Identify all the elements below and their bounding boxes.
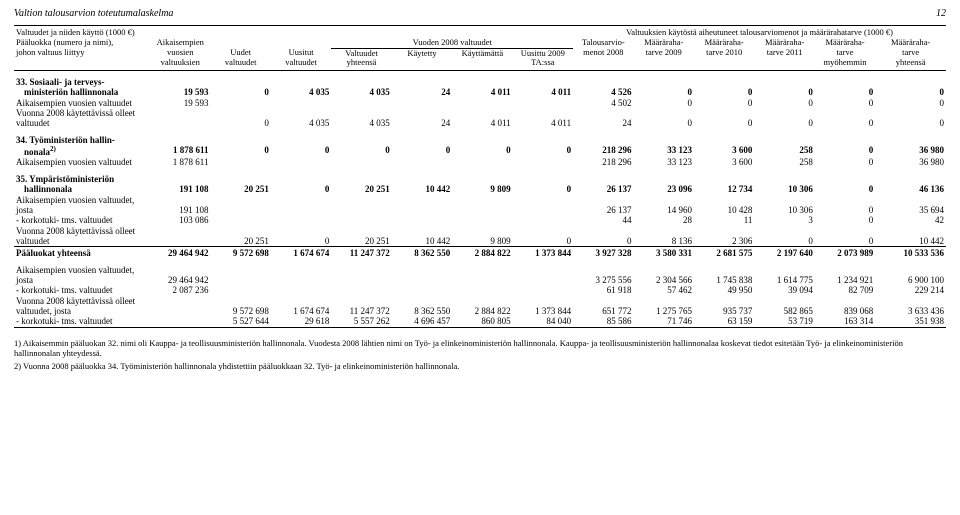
- total-label: Pääluokat yhteensä: [14, 247, 150, 259]
- s33-label2: ministeriön hallinnonala: [14, 87, 150, 97]
- s35-2008-l1: Vuonna 2008 käytettävissä olleet: [14, 226, 150, 236]
- hdr-grp2008: Vuoden 2008 valtuudet: [331, 38, 573, 48]
- table-body: 33. Sosiaali- ja terveys- ministeriön ha…: [14, 71, 946, 328]
- hdr-c4b: valtuudet: [271, 58, 331, 70]
- g1-l2: josta: [14, 275, 150, 285]
- row-s34: nonala2) 1 878 611000000218 29633 1233 6…: [14, 145, 946, 157]
- footnote-1: 1) Aikaisemmin pääluokan 32. nimi oli Ka…: [14, 338, 946, 359]
- hdr-c12b: tarve 2011: [754, 48, 814, 58]
- row-g3: valtuudet, josta 9 572 6981 674 67411 24…: [14, 306, 946, 316]
- row-s34-prev: Aikaisempien vuosien valtuudet 1 878 611…: [14, 157, 946, 167]
- footnote-2: 2) Vuonna 2008 pääluokka 34. Työminister…: [14, 361, 946, 372]
- s35-kork-label: - korkotuki- tms. valtuudet: [14, 215, 150, 225]
- table-header: Valtuudet ja niiden käyttö (1000 €) Valt…: [14, 26, 946, 71]
- s34-label1: 34. Työministeriön hallin-: [14, 135, 150, 145]
- hdr-c7: Käyttämättä: [452, 48, 512, 58]
- hdr-c6: Käytetty: [392, 48, 452, 58]
- hdr-c5b: yhteensä: [331, 58, 391, 70]
- main-table: Valtuudet ja niiden käyttö (1000 €) Valt…: [14, 25, 946, 328]
- row-s33-prev: Aikaisempien vuosien valtuudet 19 5934 5…: [14, 98, 946, 108]
- g4-label: - korkotuki- tms. valtuudet: [14, 316, 150, 327]
- row-g1: josta 29 464 9423 275 5562 304 5661 745 …: [14, 275, 946, 285]
- hdr-c2c: valtuuksien: [150, 58, 210, 70]
- hdr-c11b: tarve 2010: [694, 48, 754, 58]
- hdr-left-top: Valtuudet ja niiden käyttö (1000 €): [14, 26, 573, 38]
- row-s35-kork: - korkotuki- tms. valtuudet 103 08644281…: [14, 215, 946, 225]
- doc-title-row: Valtion talousarvion toteutumalaskelma 1…: [14, 8, 946, 19]
- s33-label1: 33. Sosiaali- ja terveys-: [14, 77, 150, 87]
- s35-prev-l1: Aikaisempien vuosien valtuudet,: [14, 195, 150, 205]
- hdr-left-sub2: johon valtuus liittyy: [14, 48, 150, 58]
- s33-2008-l2: valtuudet: [14, 118, 150, 128]
- g1-l1: Aikaisempien vuosien valtuudet,: [14, 265, 150, 275]
- hdr-c10b: tarve 2009: [634, 48, 694, 58]
- s35-label1: 35. Ympäristöministeriön: [14, 174, 150, 184]
- s33-2008-l1: Vuonna 2008 käytettävissä olleet: [14, 108, 150, 118]
- row-s35: hallinnonala 191 10820 251020 25110 4429…: [14, 184, 946, 194]
- s35-2008-l2: valtuudet: [14, 236, 150, 247]
- s34-label2: nonala2): [14, 145, 150, 157]
- hdr-c13c: myöhemmin: [815, 58, 875, 70]
- hdr-right-top: Valtuuksien käytöstä aiheutuneet talousa…: [573, 26, 946, 38]
- row-s35-2008: valtuudet 20 251020 25110 4429 809008 13…: [14, 236, 946, 247]
- s35-prev-l2: josta: [14, 205, 150, 215]
- hdr-c14c: yhteensä: [875, 58, 946, 70]
- row-g2: - korkotuki- tms. valtuudet 2 087 23661 …: [14, 285, 946, 295]
- g3-l1: Vuonna 2008 käytettävissä olleet: [14, 296, 150, 306]
- row-s33: ministeriön hallinnonala 19 59304 0354 0…: [14, 87, 946, 97]
- s35-label2: hallinnonala: [14, 184, 150, 194]
- row-total: Pääluokat yhteensä 29 464 9429 572 6981 …: [14, 247, 946, 259]
- hdr-c3b: valtuudet: [210, 58, 270, 70]
- row-g4: - korkotuki- tms. valtuudet 5 527 64429 …: [14, 316, 946, 327]
- g2-label: - korkotuki- tms. valtuudet: [14, 285, 150, 295]
- row-s33-2008: valtuudet 04 0354 035244 0114 0112400000: [14, 118, 946, 128]
- hdr-c8b: TA:ssa: [513, 58, 573, 70]
- hdr-c9b: menot 2008: [573, 48, 633, 58]
- s34-prev-label: Aikaisempien vuosien valtuudet: [14, 157, 150, 167]
- doc-title: Valtion talousarvion toteutumalaskelma: [14, 8, 173, 19]
- page-number: 12: [936, 8, 946, 19]
- row-s35-prev: josta 191 10826 13714 96010 42810 306035…: [14, 205, 946, 215]
- page: Valtion talousarvion toteutumalaskelma 1…: [0, 0, 960, 515]
- footnotes: 1) Aikaisemmin pääluokan 32. nimi oli Ka…: [14, 338, 946, 372]
- g3-l2: valtuudet, josta: [14, 306, 150, 316]
- s33-prev-label: Aikaisempien vuosien valtuudet: [14, 98, 150, 108]
